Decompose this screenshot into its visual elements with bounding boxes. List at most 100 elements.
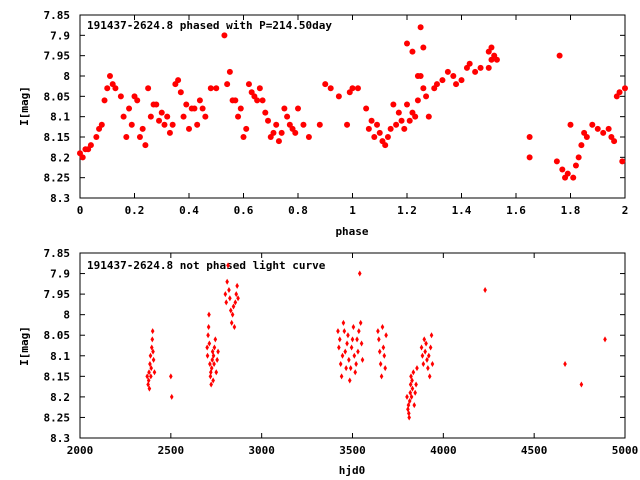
data-point bbox=[335, 93, 342, 100]
data-point bbox=[79, 154, 86, 161]
data-point bbox=[374, 121, 381, 128]
data-point bbox=[338, 361, 343, 367]
data-point bbox=[605, 125, 612, 132]
data-point bbox=[412, 113, 419, 120]
data-point bbox=[316, 121, 323, 128]
y-tick-label: 8.15 bbox=[44, 131, 71, 144]
data-point bbox=[354, 361, 358, 367]
data-point bbox=[227, 287, 231, 293]
data-point bbox=[376, 328, 380, 335]
data-point bbox=[342, 328, 347, 335]
data-point bbox=[228, 295, 232, 302]
x-tick-label: 2 bbox=[622, 204, 629, 217]
data-point bbox=[134, 97, 141, 104]
data-point bbox=[360, 356, 365, 363]
x-tick-label: 1.2 bbox=[397, 204, 417, 217]
data-point bbox=[427, 352, 431, 359]
data-point bbox=[420, 44, 427, 51]
data-point bbox=[567, 121, 574, 128]
data-point bbox=[564, 170, 571, 177]
data-point bbox=[229, 319, 234, 326]
data-point bbox=[578, 142, 585, 149]
data-point bbox=[139, 125, 146, 132]
data-point bbox=[472, 68, 479, 75]
data-point bbox=[161, 121, 168, 128]
x-tick-label: 0.2 bbox=[125, 204, 145, 217]
data-point bbox=[145, 85, 152, 92]
data-point bbox=[409, 393, 414, 400]
data-point bbox=[206, 324, 211, 330]
data-point bbox=[414, 97, 421, 104]
data-point bbox=[444, 68, 451, 75]
data-point bbox=[149, 344, 154, 351]
data-point bbox=[410, 385, 415, 392]
data-point bbox=[572, 162, 579, 169]
data-point bbox=[337, 336, 342, 343]
data-point bbox=[104, 85, 111, 92]
data-point bbox=[262, 109, 269, 116]
data-point bbox=[150, 328, 155, 335]
x-tick-label: 0 bbox=[77, 204, 84, 217]
data-point bbox=[553, 158, 560, 165]
data-point bbox=[384, 332, 388, 339]
y-tick-label: 8.1 bbox=[50, 350, 70, 363]
y-tick-label: 8.3 bbox=[50, 192, 70, 205]
data-point bbox=[145, 373, 150, 380]
data-point bbox=[379, 373, 384, 380]
data-point bbox=[526, 134, 533, 140]
data-point bbox=[406, 402, 411, 409]
data-point bbox=[575, 154, 582, 161]
data-point bbox=[395, 109, 402, 116]
data-point bbox=[126, 105, 133, 112]
y-tick-label: 7.95 bbox=[44, 288, 71, 301]
data-point bbox=[169, 393, 174, 400]
data-point bbox=[414, 73, 421, 79]
data-point bbox=[207, 311, 211, 318]
data-point bbox=[284, 113, 291, 120]
data-point bbox=[390, 101, 397, 108]
data-point bbox=[368, 117, 375, 124]
data-point bbox=[380, 324, 385, 330]
data-point bbox=[225, 278, 229, 285]
data-point bbox=[358, 319, 363, 326]
data-point bbox=[477, 64, 484, 71]
data-point bbox=[212, 344, 217, 351]
data-point bbox=[365, 125, 372, 132]
data-point bbox=[428, 344, 433, 351]
data-point bbox=[235, 113, 242, 120]
data-point bbox=[526, 154, 533, 161]
data-points bbox=[77, 24, 628, 181]
data-point bbox=[583, 134, 590, 140]
y-tick-label: 8.2 bbox=[50, 391, 70, 404]
data-point bbox=[191, 105, 198, 112]
data-point bbox=[600, 129, 607, 136]
data-point bbox=[410, 377, 414, 384]
x-tick-label: 0.6 bbox=[234, 204, 254, 217]
data-point bbox=[351, 324, 356, 330]
data-point bbox=[483, 287, 487, 293]
data-point bbox=[205, 352, 210, 359]
data-point bbox=[273, 121, 280, 128]
data-point bbox=[112, 85, 119, 92]
data-point bbox=[405, 393, 409, 400]
data-point bbox=[559, 166, 566, 173]
data-point bbox=[156, 117, 163, 124]
data-point bbox=[348, 365, 353, 372]
data-point bbox=[406, 117, 413, 124]
data-point bbox=[278, 129, 285, 136]
data-point bbox=[439, 77, 446, 84]
data-point bbox=[336, 328, 340, 335]
data-point bbox=[223, 291, 228, 298]
data-point bbox=[214, 369, 219, 376]
y-tick-label: 8.2 bbox=[50, 151, 70, 164]
data-point bbox=[93, 134, 100, 140]
y-axis-title: I[mag] bbox=[18, 86, 31, 126]
y-axis-ticks: 7.85 7.9 7.95 8 8.05 8.1 8.15 8.2 8.25 8.3 bbox=[44, 9, 625, 205]
data-point bbox=[327, 85, 334, 92]
data-point bbox=[378, 361, 383, 367]
data-point bbox=[429, 332, 434, 339]
data-point bbox=[433, 81, 440, 88]
data-point bbox=[243, 125, 250, 132]
data-point bbox=[254, 97, 261, 104]
data-point bbox=[406, 406, 410, 413]
